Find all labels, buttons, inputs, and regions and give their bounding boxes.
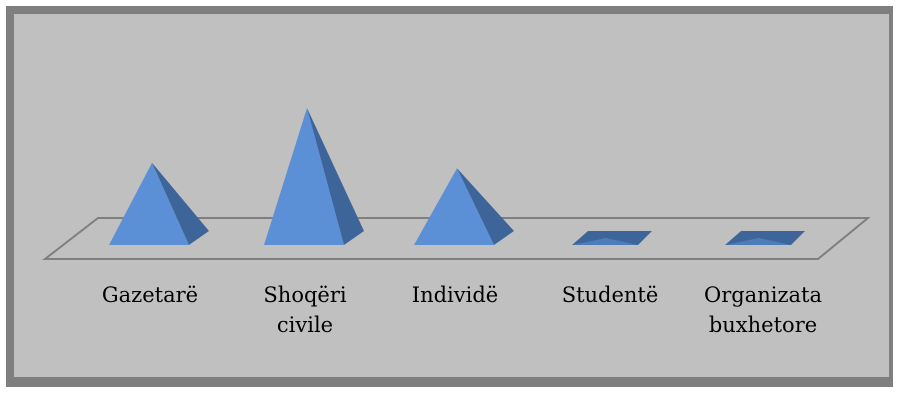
category-label: Shoqëri civile <box>263 283 346 337</box>
pyramid-front-face <box>414 168 494 245</box>
category-label: Individë <box>412 283 498 307</box>
pyramid-flat-highlight <box>572 238 638 245</box>
pyramid-front-face <box>264 108 344 245</box>
chart-floor <box>42 217 871 260</box>
pyramid-side-face <box>457 168 514 245</box>
category-label: Gazetarë <box>102 283 198 307</box>
category-label: Studentë <box>562 283 659 307</box>
category-label: Organizata buxhetore <box>704 283 822 337</box>
pyramid-flat-highlight <box>725 238 791 245</box>
pyramid-side-face <box>307 108 364 245</box>
pyramid-front-face <box>109 162 189 245</box>
pyramid-side-face <box>152 162 209 245</box>
